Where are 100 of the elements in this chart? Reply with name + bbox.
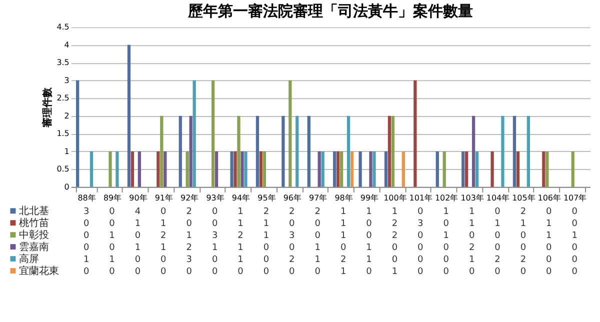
data-label: 0 — [418, 230, 424, 241]
data-label: 0 — [289, 218, 296, 229]
data-label: 0 — [134, 254, 141, 265]
bar — [340, 151, 344, 187]
data-label: 0 — [572, 254, 578, 265]
data-label: 0 — [443, 254, 450, 265]
data-label: 0 — [186, 266, 192, 277]
x-tick-label: 98年 — [334, 193, 353, 202]
x-tick-label: 91年 — [154, 193, 173, 202]
bar — [108, 151, 112, 187]
data-label: 0 — [263, 254, 270, 265]
data-label: 1 — [340, 230, 346, 241]
data-label: 1 — [366, 254, 372, 265]
data-label: 1 — [468, 206, 475, 217]
data-label: 1 — [186, 230, 192, 241]
bar — [262, 151, 266, 187]
data-label: 0 — [520, 266, 526, 277]
bar — [472, 116, 476, 187]
data-label: 0 — [572, 218, 578, 229]
data-label: 0 — [238, 266, 244, 277]
y-tick-label: 4.5 — [56, 22, 70, 32]
bar — [346, 116, 350, 187]
data-label: 3 — [83, 206, 90, 217]
x-tick-label: 95年 — [258, 193, 276, 202]
data-label: 0 — [109, 266, 116, 277]
y-tick-label: 0 — [64, 182, 70, 192]
data-label: 0 — [366, 266, 372, 277]
data-label: 1 — [160, 242, 166, 253]
data-label: 1 — [340, 266, 346, 277]
data-label: 0 — [160, 266, 167, 277]
data-label: 0 — [109, 218, 116, 229]
data-label: 2 — [340, 254, 346, 265]
data-label: 0 — [494, 266, 501, 277]
data-label: 0 — [546, 206, 552, 217]
data-label: 1 — [212, 242, 218, 253]
data-label: 0 — [212, 254, 218, 265]
data-label: 0 — [134, 230, 141, 241]
bar — [178, 116, 182, 187]
data-label: 0 — [494, 242, 501, 253]
data-label: 0 — [443, 266, 450, 277]
bar — [256, 116, 260, 187]
data-label: 1 — [392, 206, 398, 217]
data-label: 2 — [160, 230, 166, 241]
bar — [90, 151, 94, 187]
bar — [436, 151, 439, 187]
legend-label: 高屏 — [18, 252, 39, 265]
bar — [490, 151, 494, 187]
data-label: 0 — [366, 230, 372, 241]
data-label: 1 — [238, 218, 244, 229]
data-label: 2 — [520, 254, 526, 265]
x-tick-label: 106年 — [538, 193, 562, 202]
bar — [307, 116, 310, 187]
data-label: 0 — [83, 266, 90, 277]
data-label: 2 — [392, 218, 398, 229]
chart-title: 歷年第一審法院審理「司法黃牛」案件數量 — [186, 2, 473, 20]
data-label: 0 — [83, 242, 90, 253]
bar — [442, 151, 446, 187]
bar — [475, 151, 479, 187]
data-label: 1 — [109, 230, 115, 241]
data-label: 0 — [443, 218, 450, 229]
x-tick-label: 90年 — [129, 193, 148, 202]
bar — [321, 151, 324, 187]
bar — [156, 151, 160, 187]
data-label: 0 — [314, 218, 321, 229]
data-label: 1 — [443, 230, 449, 241]
bar — [211, 80, 215, 187]
data-label: 0 — [314, 230, 321, 241]
data-label: 1 — [134, 218, 141, 229]
y-tick-label: 4 — [64, 40, 70, 50]
bar — [234, 151, 237, 187]
data-label: 1 — [392, 266, 398, 277]
data-label: 2 — [289, 254, 295, 265]
bar — [296, 116, 299, 187]
data-label: 0 — [109, 206, 116, 217]
data-label: 0 — [572, 206, 578, 217]
data-label: 3 — [186, 254, 192, 265]
bar — [288, 80, 292, 187]
legend-label: 桃竹苗 — [18, 216, 49, 229]
data-label: 0 — [468, 230, 475, 241]
bar — [186, 151, 189, 187]
data-label: 2 — [468, 242, 475, 253]
data-label: 1 — [238, 254, 244, 265]
data-label: 0 — [418, 266, 424, 277]
data-label: 1 — [572, 230, 578, 241]
x-tick-label: 104年 — [486, 193, 510, 202]
x-tick-label: 103年 — [460, 193, 484, 202]
data-label: 1 — [366, 242, 372, 253]
x-tick-label: 96年 — [283, 193, 302, 202]
x-tick-label: 99年 — [360, 193, 379, 202]
x-tick-label: 97年 — [309, 193, 328, 202]
data-label: 0 — [109, 242, 116, 253]
data-label: 2 — [263, 206, 270, 217]
data-label: 0 — [340, 242, 346, 253]
data-label: 0 — [546, 266, 552, 277]
bar — [516, 151, 520, 187]
bar — [138, 151, 142, 187]
data-label: 1 — [443, 206, 449, 217]
x-tick-label: 89年 — [103, 193, 122, 202]
y-tick-label: 2 — [64, 111, 70, 120]
bar — [542, 151, 546, 187]
